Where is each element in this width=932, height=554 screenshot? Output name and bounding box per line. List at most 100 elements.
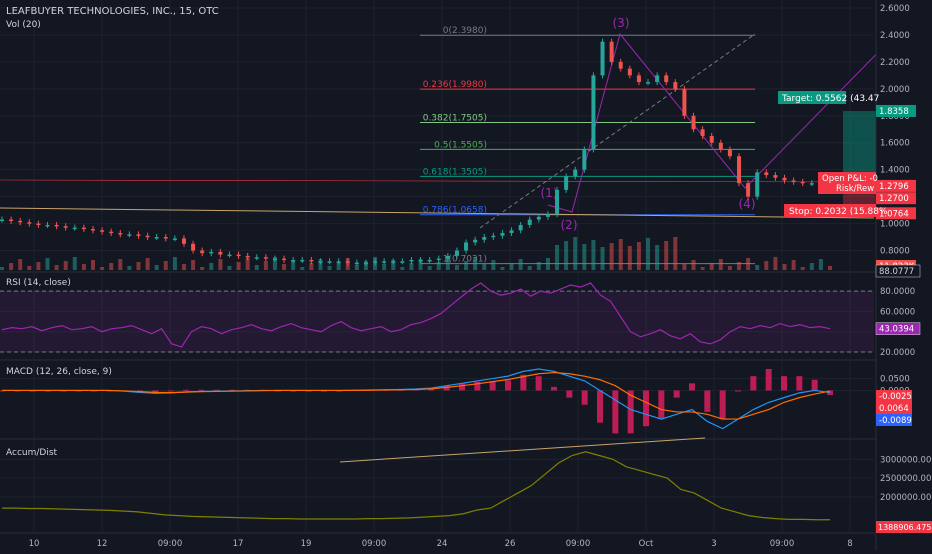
candle-body (0, 219, 4, 222)
y-tick-label: 3000000.0000 (880, 455, 932, 465)
candle-body (555, 189, 560, 215)
volume-bar (755, 265, 760, 270)
candle-body (809, 183, 814, 185)
y-tick-label: 60.0000 (880, 307, 915, 317)
macd-title: MACD (12, 26, close, 9) (6, 367, 112, 377)
stop-label-box (784, 204, 876, 217)
target-label: Target: 0.5562 (43.47 (781, 94, 879, 104)
price-tag (876, 104, 916, 117)
y-tick-label: 2.2000 (880, 58, 910, 68)
volume-bar (218, 259, 223, 270)
volume-bar (700, 267, 705, 270)
candle-body (536, 216, 541, 220)
macd-histogram-bar (735, 390, 741, 392)
candle-body (755, 172, 760, 197)
candle-body (254, 257, 259, 259)
x-tick-label: 09:00 (770, 539, 795, 549)
y-tick-label: 0.0500 (880, 375, 910, 385)
price-tag-label: 1.2700 (879, 194, 909, 204)
candle-body (764, 172, 769, 176)
price-tag (876, 207, 916, 220)
volume-bar (609, 243, 614, 270)
volume-bar (664, 241, 669, 270)
macd-histogram-bar (566, 390, 573, 398)
candle-body (309, 259, 314, 262)
volume-bar (127, 266, 132, 270)
volume-bar (154, 265, 159, 270)
volume-bar (564, 241, 569, 270)
candle-body (118, 233, 123, 235)
macd-histogram-bar (474, 381, 481, 391)
candle-body (700, 129, 705, 136)
volume-bar (527, 266, 532, 270)
accum-trendline (339, 437, 706, 463)
candle-body (646, 82, 651, 84)
volume-bar (318, 259, 323, 270)
rsi-tag (875, 322, 921, 335)
y-tick-label: 20.0000 (880, 348, 915, 358)
volume-label: Vol (20) (6, 20, 41, 30)
volume-bar (818, 259, 823, 270)
macd-histogram-bar (505, 380, 511, 391)
rsi-tag-label: 43.0394 (879, 325, 914, 335)
candle-body (773, 175, 778, 178)
macd-tag-label: 0.0064 (879, 404, 909, 414)
volume-bar (363, 261, 368, 270)
volume-bar (454, 265, 459, 270)
macd-histogram-bar (750, 376, 757, 391)
volume-bar (145, 258, 150, 270)
candle-body (454, 250, 459, 256)
macd-histogram-bar (811, 379, 818, 391)
macd-histogram-bar (229, 389, 235, 391)
volume-bar (54, 265, 59, 270)
candle-body (746, 183, 751, 197)
wave-label: (4) (739, 197, 756, 211)
candle-body (127, 234, 132, 236)
pl-box[interactable] (818, 172, 876, 194)
candle-body (18, 220, 23, 223)
open-pl-label: Open P&L: -0 (822, 174, 878, 184)
rsi-title: RSI (14, close) (6, 278, 71, 288)
macd-histogram-bar (489, 381, 496, 391)
candle-body (737, 156, 742, 184)
y-tick-label: 0.8000 (880, 247, 910, 257)
candle-body (445, 255, 450, 259)
candle-body (709, 136, 714, 143)
volume-bar (828, 266, 832, 270)
candle-body (527, 219, 532, 225)
volume-bar (482, 264, 487, 270)
wave-label: (3) (613, 16, 630, 30)
volume-bar (136, 262, 141, 270)
candle-body (618, 61, 623, 69)
volume-bar (391, 260, 396, 270)
volume-bar (254, 265, 259, 270)
macd-histogram-bar (612, 390, 619, 434)
volume-bar (109, 263, 114, 270)
macd-histogram-bar (689, 383, 695, 391)
chart-title: LEAFBUYER TECHNOLOGIES, INC., 15, OTC (6, 6, 219, 17)
macd-histogram-bar (627, 390, 634, 434)
candle-body (655, 75, 660, 83)
macd-tag (876, 402, 912, 414)
volume-bar (327, 266, 332, 270)
x-tick-label: 09:00 (158, 539, 183, 549)
volume-bar (491, 260, 496, 270)
volume-bar (655, 245, 660, 270)
volume-bar (90, 260, 95, 270)
candle-body (181, 238, 186, 244)
x-tick-label: Oct (639, 539, 654, 549)
x-tick-label: 19 (301, 539, 312, 549)
candle-body (727, 149, 732, 157)
candle-body (682, 88, 687, 116)
volume-bar (582, 244, 587, 270)
candle-body (81, 227, 86, 230)
volume-bar (36, 262, 41, 270)
macd-histogram-bar (597, 390, 603, 423)
volume-bar (809, 263, 814, 270)
volume-bar (81, 264, 86, 270)
candle-body (136, 234, 141, 236)
candle-body (582, 149, 587, 170)
accum-tag-label: 1388906.4750 (878, 523, 932, 532)
